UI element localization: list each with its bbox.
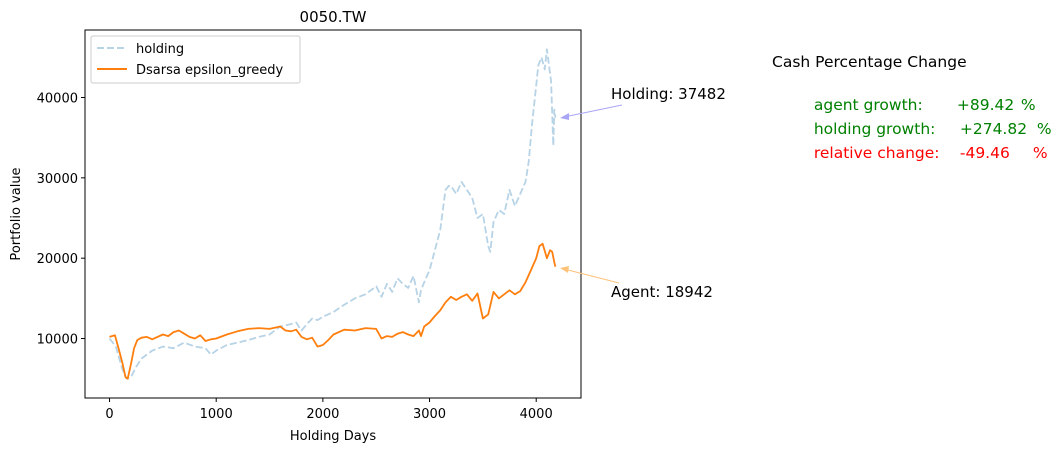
info-unit: % — [1036, 120, 1052, 138]
agent-annotation-label: Agent: 18942 — [611, 283, 713, 301]
legend-box — [90, 35, 301, 84]
y-tick-label: 10000 — [37, 333, 78, 348]
info-value: -49.46 — [959, 144, 1010, 162]
x-tick-label: 4000 — [520, 407, 553, 422]
info-unit: % — [1032, 144, 1048, 162]
info-line-relative-change: relative change: -49.46% — [804, 126, 1048, 162]
series-line-1 — [109, 242, 557, 380]
holding-annotation-label: Holding: 37482 — [611, 85, 726, 103]
annotations: Holding: 37482 Agent: 18942 — [560, 85, 726, 301]
legend-label-agent: Dsarsa epsilon_greedy — [136, 63, 283, 78]
axis-ticks: 0 1000 2000 3000 4000 10000 20000 30000 40000 — [37, 91, 553, 422]
x-axis-label: Holding Days — [290, 429, 376, 444]
legend: holding Dsarsa epsilon_greedy — [90, 35, 301, 84]
info-value: +274.82 — [959, 120, 1028, 138]
holding-annotation-arrow — [563, 104, 623, 118]
y-axis-label: Portfolio value — [9, 167, 24, 260]
holding-annotation-arrowhead — [560, 113, 569, 120]
plot-frame — [84, 29, 582, 399]
y-tick-label: 30000 — [37, 172, 78, 187]
y-tick-label: 40000 — [37, 91, 78, 106]
info-panel-title: Cash Percentage Change — [772, 53, 967, 71]
info-label: agent growth: — [813, 96, 923, 114]
plot-area — [108, 48, 557, 380]
x-tick-label: 2000 — [306, 407, 339, 422]
info-unit: % — [1020, 96, 1036, 114]
info-label: relative change: — [813, 144, 940, 162]
agent-annotation-arrow — [563, 268, 620, 284]
series-line-0 — [108, 48, 557, 380]
x-tick-label: 1000 — [200, 407, 233, 422]
x-tick-label: 3000 — [413, 407, 446, 422]
chart-title: 0050.TW — [300, 8, 367, 26]
info-line-holding-growth: holding growth: +274.82% — [804, 102, 1052, 138]
agent-annotation-arrowhead — [560, 266, 569, 273]
info-value: +89.42 — [956, 96, 1015, 114]
info-line-agent-growth: agent growth: +89.42% — [804, 78, 1036, 114]
y-tick-label: 20000 — [37, 252, 78, 267]
info-label: holding growth: — [813, 120, 936, 138]
legend-label-holding: holding — [136, 42, 184, 57]
x-tick-label: 0 — [105, 407, 113, 422]
